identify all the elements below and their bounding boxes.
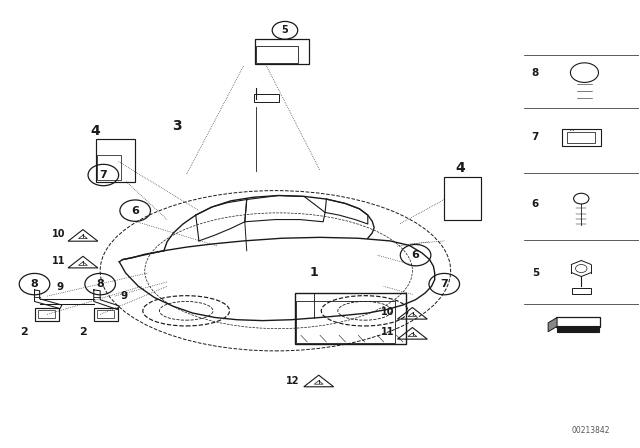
Text: 5: 5 xyxy=(532,268,539,278)
Text: 1: 1 xyxy=(309,267,318,280)
Bar xyxy=(572,288,591,294)
Text: 8: 8 xyxy=(31,279,38,289)
Bar xyxy=(253,94,279,103)
Text: 00213842: 00213842 xyxy=(572,426,610,435)
Text: 6: 6 xyxy=(131,206,139,215)
Text: 7: 7 xyxy=(99,170,108,180)
Text: 6: 6 xyxy=(412,250,420,260)
Text: 3: 3 xyxy=(172,119,181,133)
Text: !: ! xyxy=(81,261,84,266)
Text: 9: 9 xyxy=(120,291,127,301)
Text: 10: 10 xyxy=(52,229,65,239)
Text: 7: 7 xyxy=(532,132,539,142)
Bar xyxy=(296,301,394,343)
Bar xyxy=(444,177,481,220)
Bar xyxy=(97,310,115,319)
Text: 11: 11 xyxy=(381,327,394,337)
Bar xyxy=(561,129,601,146)
Text: !: ! xyxy=(411,312,414,317)
Bar xyxy=(556,317,600,327)
Bar xyxy=(567,132,595,143)
Text: ^: ^ xyxy=(568,129,574,135)
Text: 7: 7 xyxy=(440,279,448,289)
Text: 5: 5 xyxy=(282,26,289,35)
Text: 8: 8 xyxy=(532,68,539,78)
Bar xyxy=(94,308,118,321)
Text: 8: 8 xyxy=(96,279,104,289)
Bar xyxy=(294,293,406,344)
Bar xyxy=(35,308,59,321)
Text: 4: 4 xyxy=(91,124,100,138)
Polygon shape xyxy=(548,318,557,332)
Text: 2: 2 xyxy=(79,327,87,337)
Bar xyxy=(38,310,55,319)
Text: 11: 11 xyxy=(52,255,65,266)
Text: 4: 4 xyxy=(455,161,465,175)
Text: 10: 10 xyxy=(381,307,394,317)
Text: 12: 12 xyxy=(286,376,300,386)
Text: 6: 6 xyxy=(532,199,539,209)
Text: 9: 9 xyxy=(56,282,63,292)
Bar xyxy=(97,155,121,181)
Text: !: ! xyxy=(81,234,84,239)
Bar xyxy=(256,46,298,63)
Text: !: ! xyxy=(317,380,320,385)
Polygon shape xyxy=(557,327,599,332)
Bar xyxy=(96,139,135,182)
Text: 2: 2 xyxy=(20,327,28,337)
Text: !: ! xyxy=(411,332,414,337)
Bar xyxy=(255,39,309,64)
